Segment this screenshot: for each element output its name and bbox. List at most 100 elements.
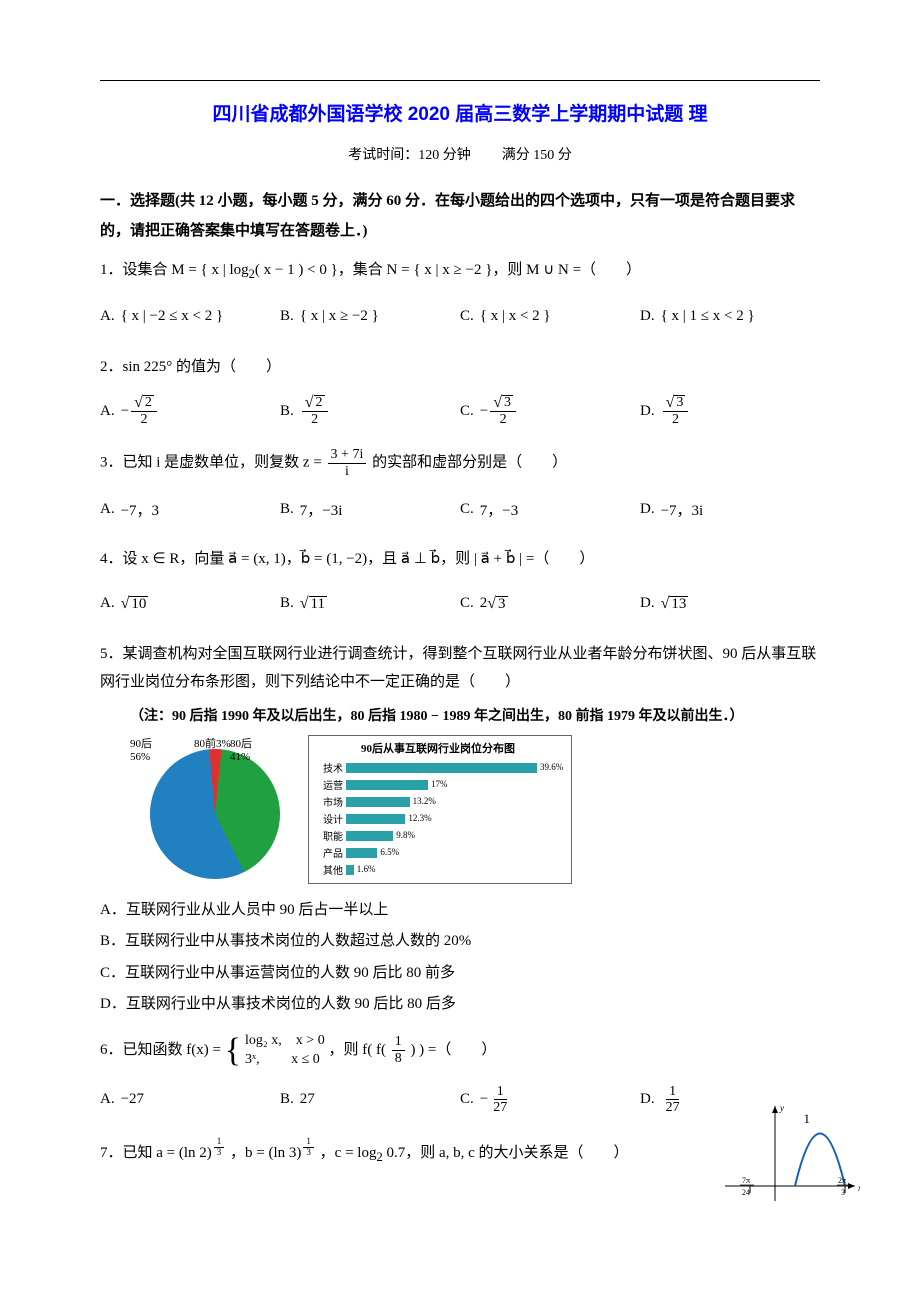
q6-opt-c: C. − 127 [460, 1078, 640, 1122]
bar-fill [346, 814, 405, 824]
bar-fill [346, 797, 410, 807]
q6-post-post: ) ) =（ ） [410, 1042, 496, 1058]
bar-track: 39.6% [346, 763, 563, 773]
q5-opt-a: A．互联网行业从业人员中 90 后占一半以上 [100, 895, 820, 927]
bar-label: 技术 [313, 760, 346, 775]
pie-label-80qian: 80前3% [194, 735, 231, 751]
q4-opt-a: A.√10 [100, 582, 280, 626]
bar-fill [346, 865, 354, 875]
bar-value: 39.6% [540, 762, 563, 772]
bar-row: 产品 6.5% [313, 845, 563, 860]
q2-opt-d: D. √32 [640, 389, 820, 433]
q7-mid2: ，c = log [320, 1145, 377, 1161]
q1-opt-b: B.{ x | x ≥ −2 } [280, 295, 460, 339]
bar-row: 技术 39.6% [313, 760, 563, 775]
q5-opt-d: D．互联网行业中从事技术岗位的人数 90 后比 80 后多 [100, 989, 820, 1021]
exam-subtitle: 考试时间：120 分钟 满分 150 分 [100, 144, 820, 164]
q1-opt-d: D.{ x | 1 ≤ x < 2 } [640, 295, 820, 339]
exam-time: 考试时间：120 分钟 [348, 148, 471, 163]
q5-opt-c: C．互联网行业中从事运营岗位的人数 90 后比 80 前多 [100, 958, 820, 990]
q3-opt-a: A.−7，3 [100, 487, 280, 531]
q4-opt-d: D.√13 [640, 582, 820, 626]
bar-label: 设计 [313, 811, 346, 826]
q6-post-pre: ，则 f( f( [328, 1042, 385, 1058]
q5-opt-b: B．互联网行业中从事技术岗位的人数超过总人数的 20% [100, 926, 820, 958]
bar-rows: 技术39.6%运营17%市场13.2%设计12.3%职能9.8%产品6.5%其他… [313, 760, 563, 877]
q2-opt-b: B. √22 [280, 389, 460, 433]
q2-opt-a: A. − √22 [100, 389, 280, 433]
q6-case2: 3ˣ, x ≤ 0 [245, 1050, 325, 1070]
q1-opt-c: C.{ x | x < 2 } [460, 295, 640, 339]
q6-case1: log₂ x, x > 0 [245, 1031, 325, 1051]
bar-track: 13.2% [346, 797, 563, 807]
q6-options: A.−27 B.27 C. − 127 D. 127 [100, 1078, 820, 1122]
q1-stem-pre: 1．设集合 M = { x | log [100, 262, 249, 278]
pie-chart: 80前3% 80后 41% 90后 56% [130, 735, 300, 885]
bar-label: 职能 [313, 828, 346, 843]
q5-charts: 80前3% 80后 41% 90后 56% 90后从事互联网行业岗位分布图 技术… [130, 735, 820, 885]
bar-value: 12.3% [408, 813, 431, 823]
pie-label-80hou: 80后 41% [230, 735, 252, 763]
q3-opt-b: B.7，−3i [280, 487, 460, 531]
q4-options: A.√10 B.√11 C.2√3 D.√13 [100, 582, 820, 626]
bar-row: 设计 12.3% [313, 811, 563, 826]
bar-track: 12.3% [346, 814, 563, 824]
bar-fill [346, 831, 393, 841]
question-7: 7．已知 a = (ln 2)13 ，b = (ln 3)13 ，c = log… [100, 1136, 820, 1170]
q6-opt-b: B.27 [280, 1078, 460, 1122]
question-5: 5．某调查机构对全国互联网行业进行调查统计，得到整个互联网行业从业者年龄分布饼状… [100, 640, 820, 697]
bar-track: 6.5% [346, 848, 563, 858]
question-4: 4．设 x ∈ R，向量 a⃗ = (x, 1)，b⃗ = (1, −2)，且 … [100, 545, 820, 574]
question-1: 1．设集合 M = { x | log2( x − 1 ) < 0 }，集合 N… [100, 256, 820, 287]
q1-stem-mid: ( x − 1 ) < 0 }，集合 N = { x | x ≥ −2 }，则 … [255, 262, 641, 278]
bar-fill [346, 763, 537, 773]
bar-chart: 90后从事互联网行业岗位分布图 技术39.6%运营17%市场13.2%设计12.… [308, 735, 572, 884]
bar-label: 产品 [313, 845, 346, 860]
svg-text:24: 24 [742, 1188, 750, 1197]
q3-opt-d: D.−7，3i [640, 487, 820, 531]
bar-fill [346, 780, 428, 790]
q3-pre: 3．已知 i 是虚数单位，则复数 z = [100, 455, 326, 471]
q7-mid1: ，b = (ln 3) [230, 1145, 301, 1161]
q4-opt-c: C.2√3 [460, 582, 640, 626]
q2-options: A. − √22 B. √22 C. − √32 D. √32 [100, 389, 820, 433]
bar-label: 市场 [313, 794, 346, 809]
q7-post: 0.7，则 a, b, c 的大小关系是（ ） [386, 1145, 628, 1161]
question-2: 2．sin 225° 的值为（ ） [100, 353, 820, 382]
bar-track: 17% [346, 780, 563, 790]
bar-row: 市场13.2% [313, 794, 563, 809]
q6-opt-a: A.−27 [100, 1078, 280, 1122]
q5-note: （注：90 后指 1990 年及以后出生，80 后指 1980 − 1989 年… [130, 705, 820, 725]
bar-label: 其他 [313, 862, 346, 877]
q1-options: A.{ x | −2 ≤ x < 2 } B.{ x | x ≥ −2 } C.… [100, 295, 820, 339]
svg-text:x: x [857, 1183, 860, 1193]
q7-pre: 7．已知 a = (ln 2) [100, 1145, 212, 1161]
q6-pre: 6．已知函数 f(x) = [100, 1042, 225, 1058]
bar-row: 其他 1.6% [313, 862, 563, 877]
section-1-heading: 一．选择题(共 12 小题，每小题 5 分，满分 60 分．在每小题给出的四个选… [100, 186, 820, 246]
q3-opt-c: C.7，−3 [460, 487, 640, 531]
q5-options: A．互联网行业从业人员中 90 后占一半以上 B．互联网行业中从事技术岗位的人数… [100, 895, 820, 1021]
svg-text:2π: 2π [838, 1176, 846, 1185]
bar-value: 9.8% [396, 830, 415, 840]
q4-opt-b: B.√11 [280, 582, 460, 626]
question-3: 3．已知 i 是虚数单位，则复数 z = 3 + 7ii 的实部和虚部分别是（ … [100, 447, 820, 479]
bar-track: 9.8% [346, 831, 563, 841]
bar-label: 运营 [313, 777, 346, 792]
svg-text:y: y [779, 1103, 784, 1113]
pie-label-90hou: 90后 56% [130, 735, 152, 763]
bar-row: 职能 9.8% [313, 828, 563, 843]
bar-value: 1.6% [357, 864, 376, 874]
bar-chart-title: 90后从事互联网行业岗位分布图 [313, 740, 563, 756]
q2-opt-c: C. − √32 [460, 389, 640, 433]
corner-plot: x y 7π 24 2π 3 [720, 1101, 860, 1211]
bar-value: 6.5% [380, 847, 399, 857]
svg-text:3: 3 [841, 1188, 845, 1197]
svg-text:7π: 7π [742, 1176, 750, 1185]
bar-value: 17% [431, 779, 448, 789]
q3-post: 的实部和虚部分别是（ ） [372, 455, 567, 471]
q3-options: A.−7，3 B.7，−3i C.7，−3 D.−7，3i [100, 487, 820, 531]
exam-fullscore: 满分 150 分 [502, 148, 572, 163]
bar-track: 1.6% [346, 865, 563, 875]
bar-fill [346, 848, 377, 858]
